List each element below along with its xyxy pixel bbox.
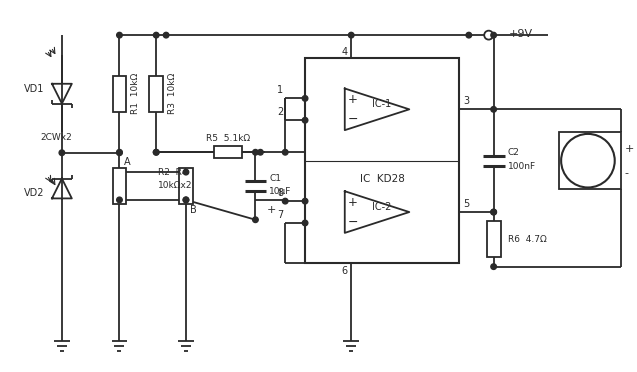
Text: IC  KD28: IC KD28	[359, 174, 404, 183]
Bar	[179, 168, 193, 204]
Text: 7: 7	[277, 210, 283, 220]
Circle shape	[154, 32, 159, 38]
Circle shape	[163, 32, 169, 38]
Text: 100nF: 100nF	[508, 162, 536, 171]
Circle shape	[183, 169, 189, 175]
Text: +: +	[266, 205, 276, 215]
Text: 4: 4	[341, 47, 347, 57]
Text: C2: C2	[508, 148, 519, 157]
Text: B: B	[190, 205, 197, 215]
Text: R6  4.7Ω: R6 4.7Ω	[508, 235, 547, 244]
Text: −: −	[347, 113, 358, 126]
Circle shape	[282, 150, 288, 155]
Text: R5  5.1kΩ: R5 5.1kΩ	[206, 134, 250, 143]
Circle shape	[253, 217, 258, 222]
Circle shape	[491, 209, 496, 215]
Text: R2  R4: R2 R4	[158, 168, 187, 177]
Circle shape	[257, 150, 263, 155]
Text: 2CWx2: 2CWx2	[40, 134, 72, 142]
Circle shape	[117, 150, 122, 155]
Text: −: −	[347, 215, 358, 228]
Text: 6: 6	[341, 266, 347, 276]
Bar	[487, 221, 501, 257]
Circle shape	[303, 220, 308, 226]
Bar	[149, 76, 163, 112]
Circle shape	[303, 198, 308, 204]
Bar	[113, 76, 126, 112]
Circle shape	[491, 264, 496, 269]
Text: +9V: +9V	[508, 29, 533, 39]
Circle shape	[282, 198, 288, 204]
Circle shape	[491, 209, 496, 215]
Circle shape	[117, 32, 122, 38]
Circle shape	[183, 197, 189, 203]
Bar	[113, 168, 126, 204]
Circle shape	[491, 32, 496, 38]
Text: VD2: VD2	[24, 189, 44, 198]
Text: 10μF: 10μF	[269, 187, 292, 196]
Circle shape	[154, 150, 159, 155]
Circle shape	[466, 32, 471, 38]
Text: +: +	[625, 144, 634, 154]
Text: 8: 8	[277, 188, 283, 198]
Bar	[214, 146, 242, 158]
Circle shape	[154, 150, 159, 155]
Circle shape	[253, 150, 258, 155]
Circle shape	[348, 32, 354, 38]
Bar	[559, 132, 620, 189]
Text: 1: 1	[277, 86, 283, 96]
Text: 10kΩx2: 10kΩx2	[158, 182, 192, 190]
Text: C1: C1	[269, 174, 282, 183]
Text: 2: 2	[277, 107, 283, 117]
Text: M: M	[582, 150, 594, 165]
Circle shape	[303, 96, 308, 101]
Text: VD1: VD1	[24, 84, 44, 94]
Circle shape	[561, 134, 615, 187]
Text: -: -	[625, 168, 629, 177]
Text: IC-1: IC-1	[373, 99, 392, 109]
Text: IC-2: IC-2	[372, 202, 392, 212]
Text: 5: 5	[463, 199, 469, 209]
Circle shape	[59, 150, 65, 155]
Text: 3: 3	[463, 96, 469, 106]
Circle shape	[484, 31, 493, 39]
Text: +: +	[348, 93, 357, 106]
Text: R1  10kΩ: R1 10kΩ	[131, 73, 140, 114]
Circle shape	[117, 150, 122, 155]
Circle shape	[491, 106, 496, 112]
Circle shape	[183, 197, 189, 203]
Text: R3  10kΩ: R3 10kΩ	[168, 73, 177, 114]
Circle shape	[117, 197, 122, 203]
Text: +: +	[348, 196, 357, 209]
Text: A: A	[124, 157, 130, 167]
Circle shape	[303, 118, 308, 123]
Bar	[305, 58, 459, 263]
